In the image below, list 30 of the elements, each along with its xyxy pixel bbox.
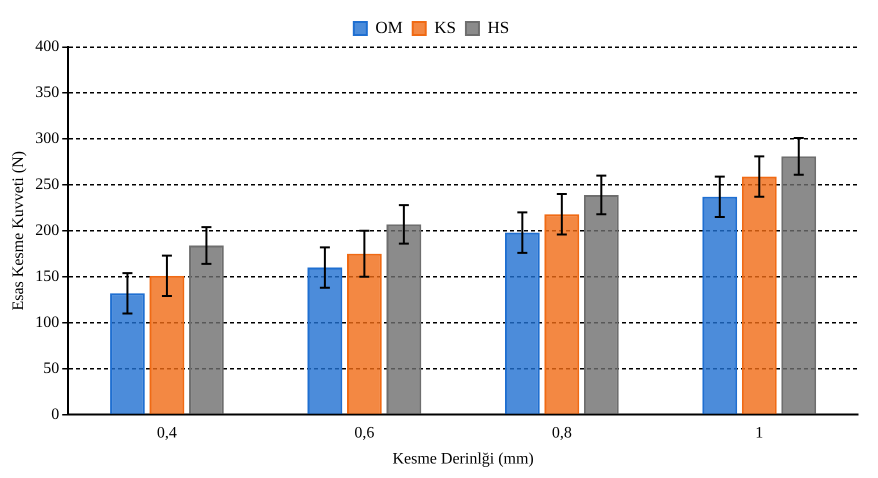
bar <box>584 194 619 414</box>
y-tick-label: 200 <box>35 222 60 240</box>
y-tick-label: 400 <box>35 38 60 56</box>
x-tick-label: 0,8 <box>552 424 572 442</box>
bar <box>189 246 224 414</box>
y-tick-label: 50 <box>43 360 60 377</box>
bar <box>150 276 184 414</box>
y-tick-label: 0 <box>51 406 60 423</box>
bar <box>504 232 540 414</box>
x-tick-label: 1 <box>755 424 764 442</box>
bar <box>702 196 738 414</box>
bar <box>386 224 422 414</box>
bar <box>110 293 145 414</box>
legend-label: HS <box>487 18 510 37</box>
legend-label: OM <box>375 18 403 37</box>
y-tick-label: 300 <box>35 130 60 148</box>
bar <box>742 176 777 414</box>
y-tick-label: 150 <box>35 268 60 285</box>
x-tick-label: 0,4 <box>156 424 177 442</box>
y-axis-title: Esas Kesme Kuvveti (N) <box>10 151 27 311</box>
bar <box>347 254 382 414</box>
y-tick-label: 250 <box>35 176 60 194</box>
y-tick-label: 350 <box>35 84 60 102</box>
bar <box>544 214 580 414</box>
legend-label: KS <box>434 18 456 37</box>
y-tick-label: 100 <box>35 314 60 331</box>
x-tick-label: 0,6 <box>354 424 374 442</box>
bar <box>781 156 816 414</box>
x-axis-title: Kesme Derinlği (mm) <box>392 450 534 468</box>
bar <box>308 268 342 414</box>
